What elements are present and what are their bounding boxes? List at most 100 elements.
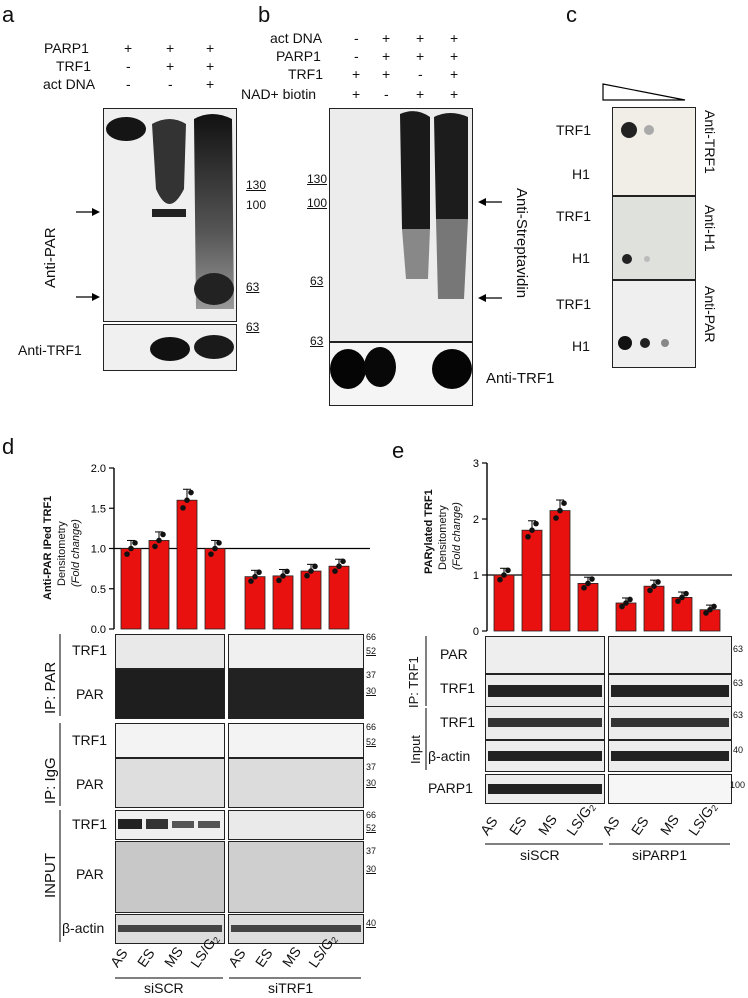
y-tick-label: 0.5	[91, 584, 106, 596]
panel-b-mw-100: 100	[307, 196, 328, 210]
panel-d-actin-bands-2	[231, 925, 361, 932]
panel-c-label-trf1: TRF1	[556, 296, 591, 312]
panel-d-mw: 66	[366, 632, 377, 642]
panel-b-blot-trf1	[329, 342, 473, 406]
panel-letter-c: c	[566, 2, 577, 27]
panel-a-sign: -	[126, 58, 131, 74]
panel-d-condition-siscr: siSCR	[144, 980, 184, 996]
panel-e-actin-bands	[488, 751, 602, 761]
data-point	[280, 573, 286, 579]
y-tick-label: 1.0	[91, 544, 106, 556]
panel-b-sign: -	[418, 66, 423, 82]
data-point	[557, 507, 563, 514]
panel-d-group-brackets	[59, 634, 61, 942]
panel-d-actin-bands	[118, 925, 222, 932]
data-point	[529, 527, 535, 533]
data-point	[589, 576, 595, 582]
panel-b-blot-trf1-image	[330, 347, 472, 389]
panel-d-blot-input-trf1-sitrf1	[228, 810, 364, 840]
data-point	[501, 572, 507, 578]
data-point	[505, 567, 511, 574]
data-point	[711, 603, 717, 610]
panel-b-sign: +	[382, 30, 391, 46]
panel-b-sign: -	[354, 48, 359, 64]
y-tick-label: 2	[473, 514, 479, 526]
panel-e-ip-trf1-bands	[488, 685, 602, 697]
panel-a-label-parp1: PARP1	[44, 40, 89, 56]
panel-e-actin-bands-2	[611, 751, 729, 761]
panel-d-mw: 52	[366, 737, 377, 747]
panel-e-input-trf1-bands-2	[611, 718, 729, 727]
bar	[577, 583, 599, 632]
panel-b-sign: +	[416, 30, 425, 46]
data-point	[525, 533, 531, 540]
panel-b-label-nad: NAD+ biotin	[241, 86, 317, 102]
panel-e-blot-parp1-siscr	[485, 774, 605, 804]
panel-b-sign: +	[416, 48, 425, 64]
y-tick-label: 2.0	[91, 463, 106, 475]
panel-d-blot-ip-par-trf1-siscr	[115, 634, 225, 669]
data-point	[497, 576, 503, 583]
panel-a-sign: -	[168, 76, 173, 92]
panel-d-mw: 30	[366, 778, 377, 788]
panel-d-mw: 52	[366, 823, 377, 833]
panel-c-dot-anti-trf1	[612, 107, 696, 196]
panel-a-sign: +	[166, 58, 175, 74]
panel-b-mw-130: 130	[307, 172, 328, 186]
panel-a-sign: +	[166, 40, 175, 56]
panel-a-blot-image	[106, 114, 234, 309]
data-point	[132, 540, 138, 546]
panel-e-condition-lines	[485, 843, 730, 845]
panel-a-sign: +	[124, 40, 133, 56]
panel-e-condition-siparp1: siPARP1	[632, 847, 687, 863]
panel-d-label-par: PAR	[76, 866, 104, 882]
panel-d-mw: 52	[366, 646, 377, 656]
panel-c-label-trf1: TRF1	[556, 122, 591, 138]
panel-a-sign: -	[126, 76, 131, 92]
y-tick-label: 0.0	[91, 624, 106, 636]
panel-e-group-ip-trf1: IP: TRF1	[406, 656, 421, 708]
data-point	[707, 606, 713, 613]
data-point	[679, 594, 685, 601]
data-point	[252, 573, 258, 580]
data-point	[124, 551, 130, 557]
data-point	[212, 545, 218, 552]
panel-b-sign: -	[354, 30, 359, 46]
panel-letter-e: e	[392, 438, 405, 463]
panel-a-label-actdna: act DNA	[43, 76, 96, 92]
data-point	[655, 579, 661, 585]
panel-d-blot-input-trf1-siscr	[115, 810, 225, 840]
panel-b-sign: +	[352, 66, 361, 82]
panel-a-mw-63: 63	[246, 280, 260, 294]
panel-a-sign: +	[206, 76, 215, 92]
data-point	[312, 563, 318, 570]
data-point	[651, 583, 657, 589]
panel-b-sign: -	[384, 86, 389, 102]
panel-e-blot-input-trf1-siparp1	[608, 706, 732, 740]
data-point	[156, 537, 162, 544]
panel-e-mw: 40	[733, 745, 744, 755]
data-point	[152, 543, 158, 550]
panel-d-label-trf1: TRF1	[72, 732, 107, 748]
panel-d-blot-ip-par-trf1-sitrf1	[228, 634, 364, 669]
panel-e-group-input: Input	[408, 735, 423, 764]
data-point	[248, 578, 254, 584]
panel-e-label-actin: β-actin	[428, 748, 471, 764]
panel-a-mw-130: 130	[246, 178, 267, 192]
data-point	[647, 587, 653, 594]
panel-b-sign: +	[382, 66, 391, 82]
panel-b-sign: +	[450, 30, 459, 46]
panel-e-blot-actin-siparp1	[608, 740, 732, 772]
bar	[493, 574, 515, 632]
panel-letter-d: d	[2, 434, 15, 459]
bar	[699, 609, 721, 632]
panel-b-label-trf1: TRF1	[288, 66, 323, 82]
panel-c-dots-2	[622, 254, 650, 264]
panel-letter-b: b	[258, 2, 271, 27]
panel-d-mw: 30	[366, 686, 377, 696]
panel-b-mw-63: 63	[310, 274, 324, 288]
panel-d-mw: 66	[366, 722, 377, 732]
data-point	[304, 572, 310, 579]
panel-e-blot-ip-par-siparp1	[608, 636, 732, 674]
panel-letter-a: a	[2, 2, 15, 27]
